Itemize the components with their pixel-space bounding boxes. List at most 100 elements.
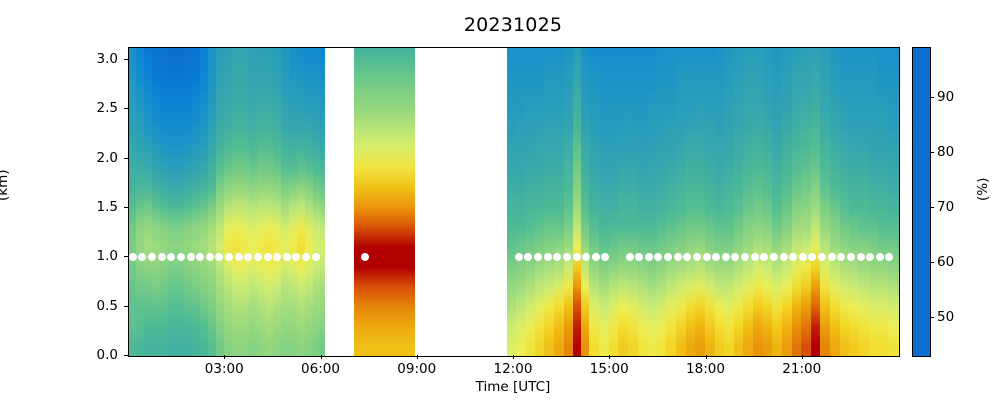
colorbar-tick-mark [930, 261, 934, 263]
y-tick-mark [124, 58, 128, 60]
marker-dot [625, 253, 634, 262]
marker-dot [244, 253, 253, 262]
heatmap-column [772, 48, 782, 356]
marker-dot [760, 253, 769, 262]
heatmap-column [627, 48, 638, 356]
heatmap-column [248, 48, 257, 356]
heatmap-column [714, 48, 725, 356]
heatmap-axes[interactable] [128, 47, 900, 357]
heatmap-column [280, 48, 289, 356]
page-title: 20231025 [463, 14, 563, 36]
y-tick-label: 0.0 [96, 347, 118, 363]
heatmap-column [618, 48, 628, 356]
heatmap-column [376, 48, 385, 356]
marker-dot [176, 253, 185, 262]
x-axis-label: Time [UTC] [475, 379, 551, 395]
heatmap-column [136, 48, 145, 356]
marker-dot [591, 253, 600, 262]
marker-dot [837, 253, 846, 262]
heatmap-column [129, 48, 137, 356]
marker-dot [664, 253, 672, 262]
heatmap-column [216, 48, 225, 356]
marker-dot [866, 253, 875, 262]
x-tick-mark [801, 355, 803, 359]
marker-dot [827, 253, 836, 262]
heatmap-column [868, 48, 879, 356]
marker-dot [769, 253, 778, 262]
marker-dot-layer [129, 48, 899, 356]
marker-dot [562, 253, 571, 262]
x-tick-label: 03:00 [204, 361, 244, 377]
colorbar[interactable] [912, 47, 931, 357]
colorbar-tick-mark [930, 316, 934, 318]
heatmap-data-layer [129, 48, 899, 356]
marker-dot [673, 253, 682, 262]
marker-dot [741, 253, 749, 262]
marker-dot [635, 253, 644, 262]
marker-dot [360, 253, 369, 262]
marker-dot [225, 253, 234, 262]
heatmap-column [144, 48, 153, 356]
heatmap-column [506, 48, 516, 356]
marker-dot [856, 253, 865, 262]
x-tick-label: 15:00 [589, 361, 629, 377]
marker-dot [138, 253, 147, 262]
marker-dot [721, 253, 730, 262]
heatmap-column [887, 48, 899, 356]
y-tick-label: 3.0 [96, 50, 118, 67]
heatmap-column [820, 48, 831, 356]
marker-dot [808, 253, 817, 262]
marker-dot [302, 253, 311, 262]
marker-dot [196, 253, 205, 262]
x-tick-label: 21:00 [782, 361, 822, 377]
heatmap-column [296, 48, 305, 356]
colorbar-tick-label: 50 [937, 308, 955, 325]
heatmap-column [839, 48, 850, 356]
marker-dot [683, 253, 692, 262]
heatmap-column [515, 48, 526, 356]
marker-dot [582, 253, 591, 262]
heatmap-column [647, 48, 657, 356]
x-tick-label: 12:00 [493, 361, 533, 377]
heatmap-column [724, 48, 734, 356]
marker-dot [514, 253, 523, 262]
heatmap-column [408, 48, 416, 356]
heatmap-column [704, 48, 715, 356]
colorbar-tick-label: 70 [937, 198, 955, 215]
marker-dot [798, 253, 807, 262]
heatmap-column [554, 48, 564, 356]
marker-dot [875, 253, 884, 262]
heatmap-column [232, 48, 241, 356]
marker-dot [702, 253, 711, 262]
heatmap-column [256, 48, 265, 356]
colorbar-tick-mark [930, 96, 934, 98]
colorbar-gradient [913, 48, 930, 356]
y-tick-label: 2.0 [96, 149, 118, 166]
x-tick-mark [416, 355, 418, 359]
heatmap-column [360, 48, 369, 356]
marker-dot [644, 253, 653, 262]
marker-dot [186, 253, 195, 262]
marker-dot [601, 253, 610, 262]
heatmap-column [192, 48, 201, 356]
x-tick-label: 09:00 [397, 361, 437, 377]
heatmap-column [666, 48, 677, 356]
marker-dot [846, 253, 855, 262]
y-tick-mark [124, 206, 128, 208]
heatmap-column [152, 48, 161, 356]
heatmap-column [781, 48, 792, 356]
colorbar-tick-mark [930, 206, 934, 208]
marker-dot [311, 253, 320, 262]
heatmap-column [791, 48, 802, 356]
heatmap-column [319, 48, 326, 356]
heatmap-column [240, 48, 249, 356]
marker-dot [167, 253, 176, 262]
heatmap-column [743, 48, 754, 356]
marker-dot [253, 253, 262, 262]
y-tick-mark [124, 108, 128, 110]
marker-dot [215, 253, 224, 262]
heatmap-column [830, 48, 840, 356]
heatmap-column [858, 48, 869, 356]
heatmap-column [572, 48, 581, 356]
